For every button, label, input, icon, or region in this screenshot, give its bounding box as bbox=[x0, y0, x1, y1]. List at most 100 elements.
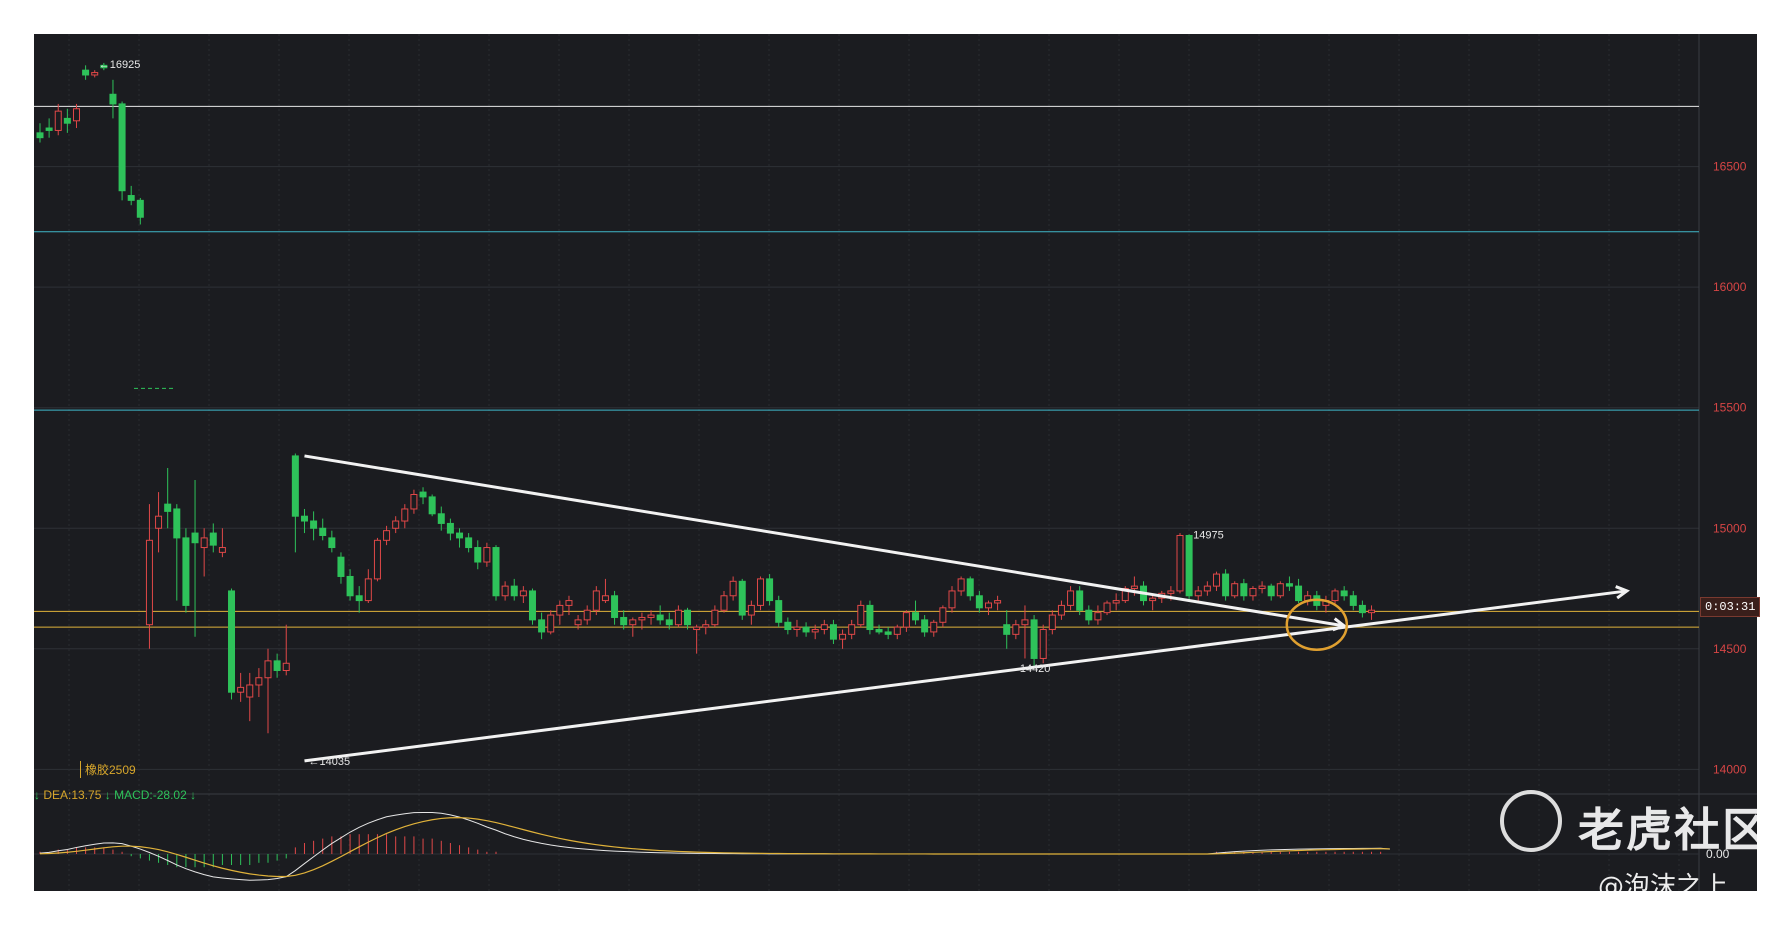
candle-body bbox=[756, 578, 764, 606]
candle-body bbox=[465, 537, 473, 549]
candle-body bbox=[273, 660, 281, 672]
candle-body bbox=[1194, 590, 1202, 597]
candle-body bbox=[1085, 609, 1093, 621]
candle-body bbox=[811, 629, 819, 633]
candle-body bbox=[1048, 614, 1056, 631]
macd-zero-label: 0.00 bbox=[1706, 847, 1730, 861]
price-annotation: ←14035 bbox=[308, 756, 350, 768]
candle-body bbox=[793, 626, 801, 631]
candle-body bbox=[1285, 583, 1293, 587]
watermark: 老虎社区 bbox=[1500, 790, 1770, 857]
candle-body bbox=[474, 547, 482, 563]
candle-body bbox=[1076, 590, 1084, 611]
candle-body bbox=[36, 132, 44, 139]
candle-body bbox=[784, 621, 792, 631]
candle-body bbox=[1094, 612, 1102, 621]
candle-body bbox=[456, 532, 464, 539]
candle-body bbox=[1349, 595, 1357, 606]
candle-body bbox=[994, 600, 1002, 604]
candle-body bbox=[501, 585, 509, 597]
symbol-label: 橡胶2509 bbox=[80, 761, 136, 778]
candle-body bbox=[1240, 583, 1248, 597]
y-tick-label: 15500 bbox=[1713, 401, 1747, 415]
candle-body bbox=[583, 609, 591, 621]
candle-body bbox=[492, 547, 500, 597]
candle-body bbox=[1249, 588, 1257, 597]
candle-body bbox=[364, 578, 372, 602]
dea-value: DEA:13.75 bbox=[43, 788, 102, 802]
candle-body bbox=[647, 614, 655, 618]
candle-body bbox=[1030, 619, 1038, 659]
candle-body bbox=[127, 195, 135, 201]
price-annotation: 14975 bbox=[1193, 529, 1224, 541]
candle-body bbox=[1112, 600, 1120, 604]
candle-body bbox=[346, 575, 354, 597]
trendline bbox=[304, 454, 1345, 628]
candle-body bbox=[419, 491, 427, 498]
candles bbox=[36, 62, 1376, 734]
candle-body bbox=[291, 455, 299, 517]
candle-body bbox=[300, 515, 308, 522]
candle-body bbox=[136, 199, 144, 218]
macd-legend: ↓ DEA:13.75 ↓ MACD:-28.02 ↓ bbox=[34, 788, 196, 802]
candle-body bbox=[255, 677, 263, 686]
tiger-logo-icon bbox=[1500, 790, 1562, 852]
candle-body bbox=[912, 612, 920, 621]
macd-value: MACD:-28.02 bbox=[114, 788, 187, 802]
candle-body bbox=[738, 580, 746, 616]
candle-body bbox=[437, 513, 445, 524]
candle-body bbox=[1212, 573, 1220, 587]
candle-body bbox=[182, 537, 190, 606]
highlight-circle bbox=[1285, 598, 1349, 651]
candle-body bbox=[711, 609, 719, 626]
candle-body bbox=[282, 662, 290, 672]
candle-body bbox=[337, 556, 345, 577]
candle-body bbox=[829, 624, 837, 640]
candle-body bbox=[1267, 585, 1275, 597]
candle-body bbox=[54, 110, 62, 131]
candle-body bbox=[1021, 619, 1029, 626]
candle-body bbox=[428, 496, 436, 515]
candle-body bbox=[939, 607, 947, 623]
candle-body bbox=[383, 530, 391, 541]
candle-body bbox=[82, 69, 90, 76]
y-tick-label: 16500 bbox=[1713, 160, 1747, 174]
candle-body bbox=[1276, 583, 1284, 597]
candle-body bbox=[747, 604, 755, 616]
candle-body bbox=[975, 595, 983, 609]
y-tick-label: 14000 bbox=[1713, 762, 1747, 776]
candle-body bbox=[510, 585, 518, 597]
candle-body bbox=[100, 64, 108, 69]
candle-body bbox=[957, 578, 965, 592]
candle-body bbox=[1149, 597, 1157, 602]
trendline-arrowhead bbox=[1615, 585, 1630, 600]
candle-body bbox=[720, 595, 728, 611]
candle-body bbox=[483, 547, 491, 563]
candle-body bbox=[1057, 604, 1065, 616]
trendlines bbox=[304, 454, 1630, 763]
candle-body bbox=[1003, 624, 1011, 635]
candle-body bbox=[592, 590, 600, 611]
candle-body bbox=[1185, 534, 1193, 597]
candle-body bbox=[328, 537, 336, 549]
candle-body bbox=[1222, 573, 1230, 597]
candle-body bbox=[702, 624, 710, 628]
candle-body bbox=[109, 93, 117, 105]
candle-body bbox=[984, 602, 992, 609]
candle-body bbox=[1358, 604, 1366, 614]
macd-dea-line bbox=[39, 817, 1390, 878]
candle-body bbox=[1012, 624, 1020, 635]
candle-body bbox=[766, 578, 774, 602]
price-annotation: 14420 bbox=[1020, 663, 1051, 675]
price-annotation: ←16925 bbox=[99, 59, 141, 71]
candle-body bbox=[1167, 590, 1175, 594]
candle-body bbox=[1331, 590, 1339, 602]
countdown-timer: 0:03:31 bbox=[1700, 597, 1761, 617]
candle-body bbox=[674, 609, 682, 626]
candle-body bbox=[200, 537, 208, 549]
candle-body bbox=[820, 624, 828, 631]
candle-body bbox=[1258, 585, 1266, 590]
candle-body bbox=[401, 508, 409, 522]
candle-body bbox=[1103, 602, 1111, 614]
candle-body bbox=[1176, 534, 1184, 592]
